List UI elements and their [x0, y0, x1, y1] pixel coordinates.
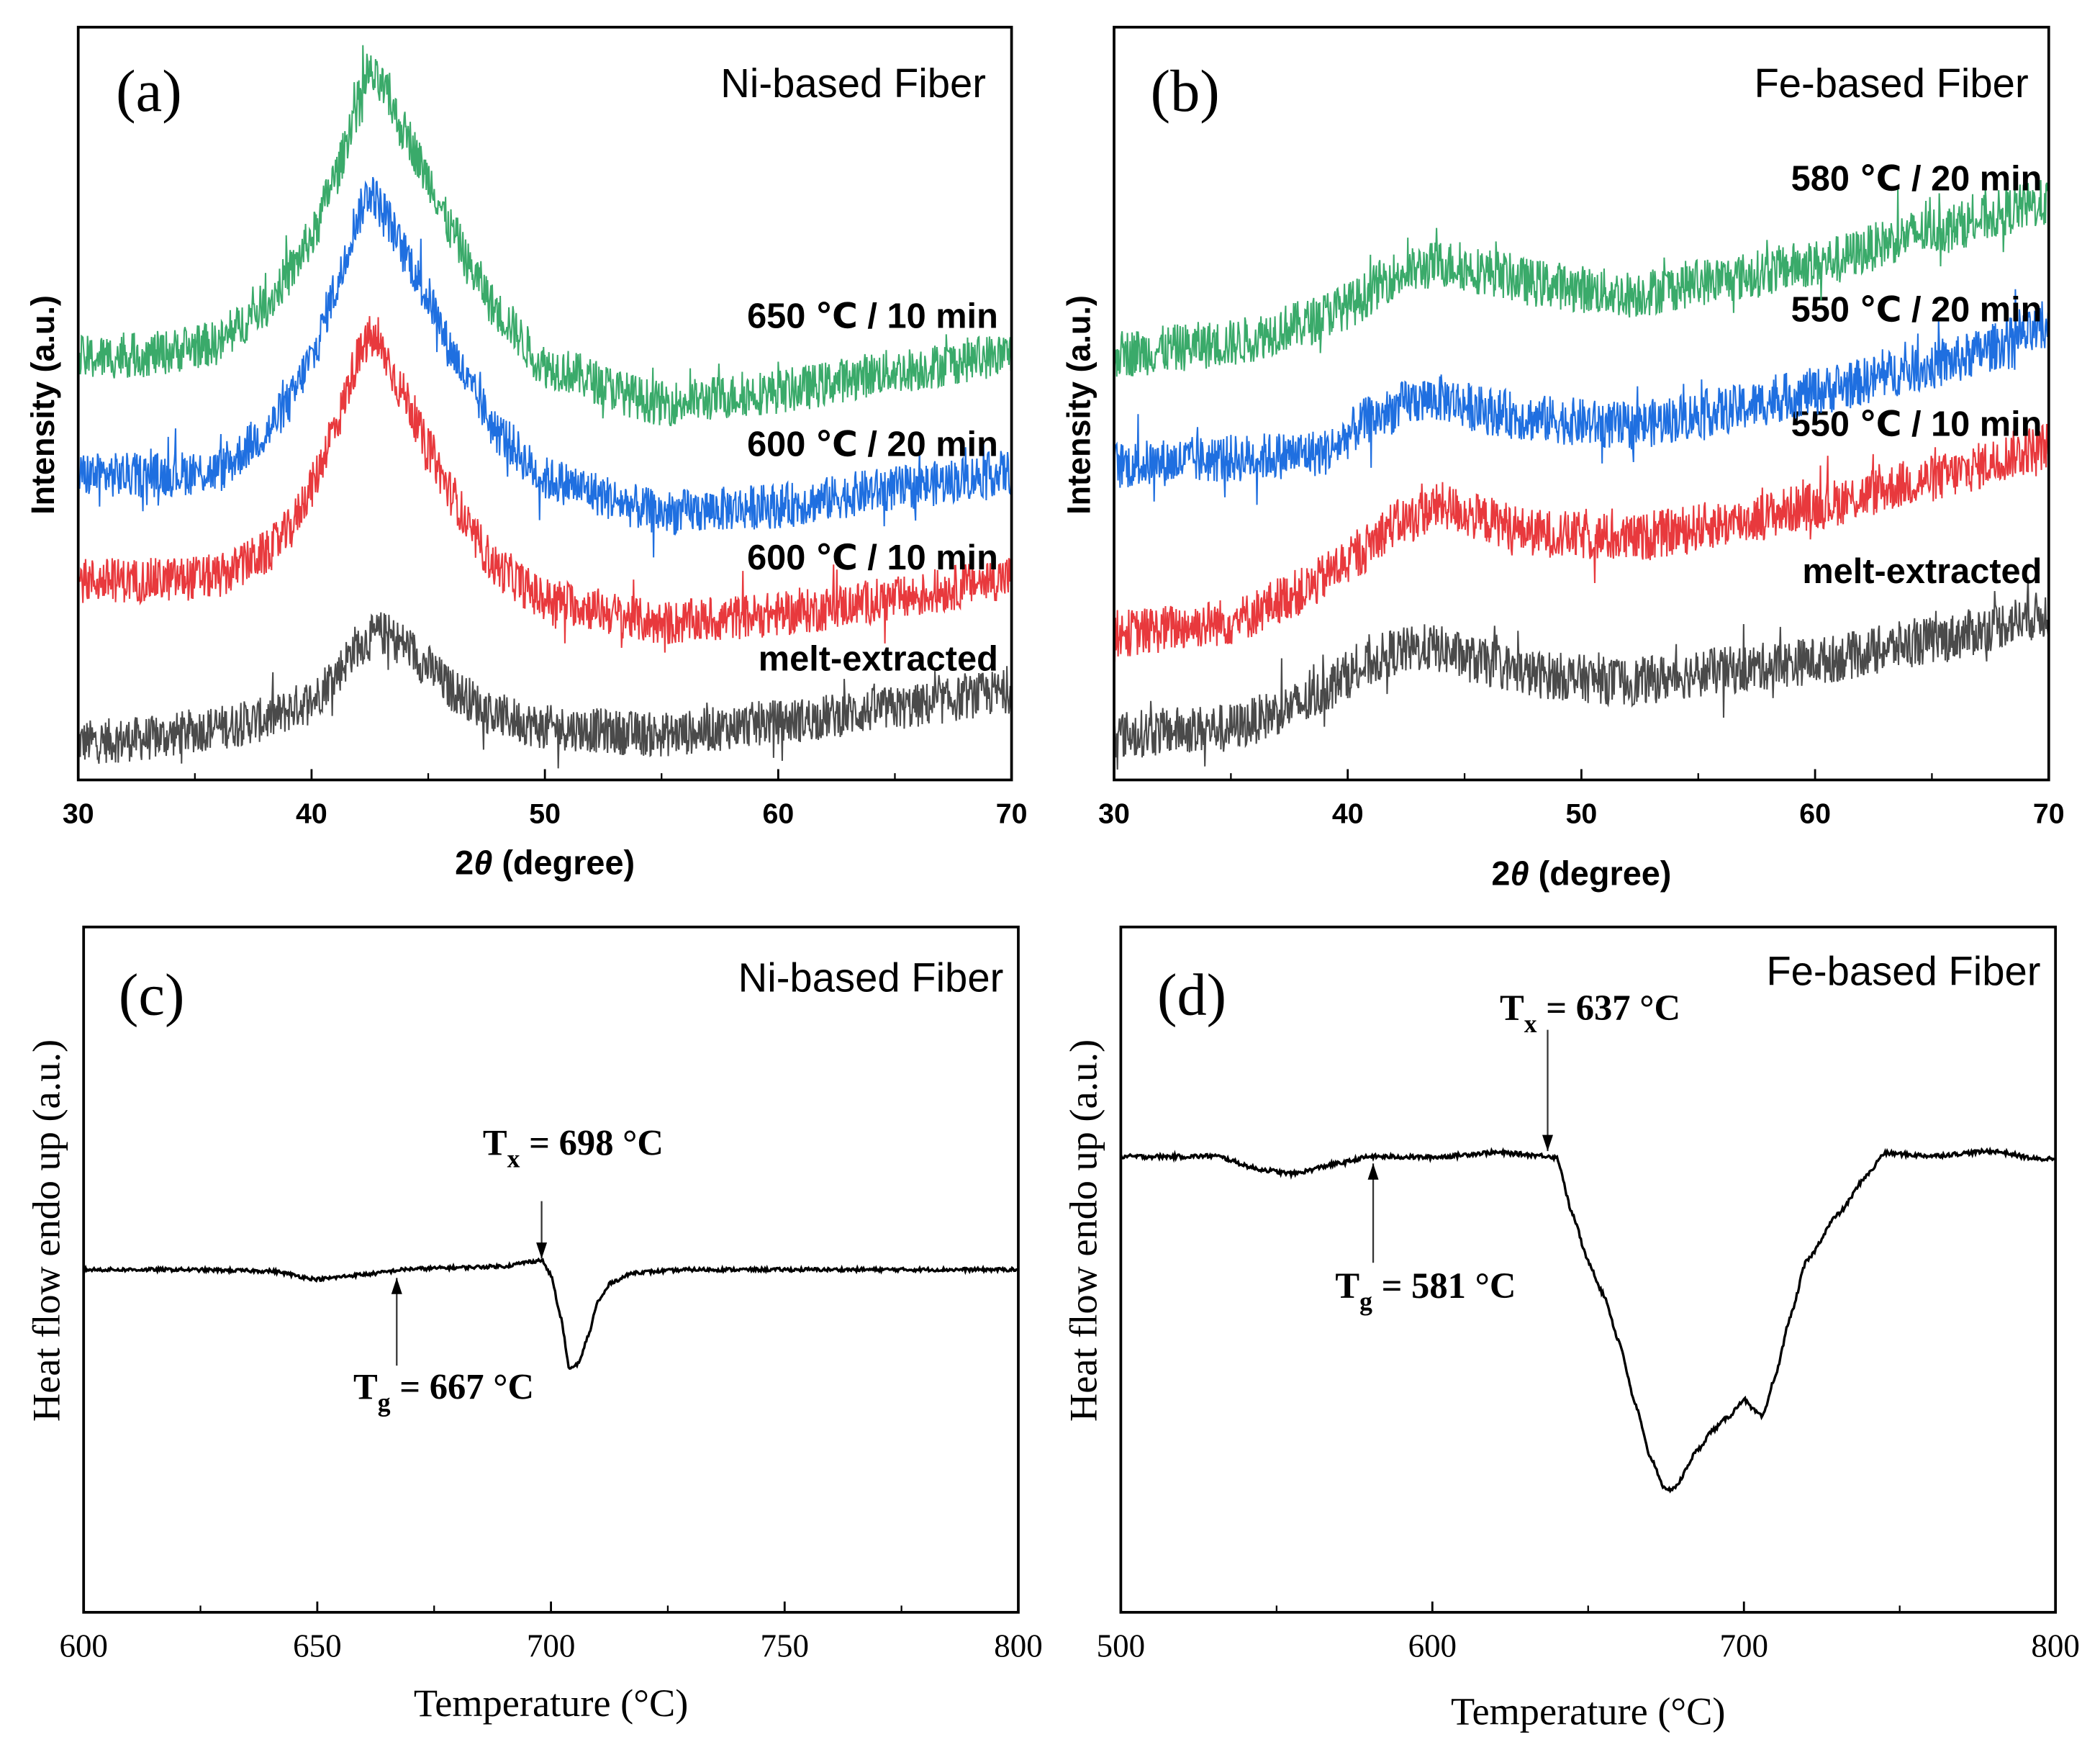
panel-title: Ni-based Fiber: [720, 60, 986, 106]
series-label: 580 ℃ / 20 min: [1791, 160, 2042, 199]
series-line-2: [1113, 289, 2050, 505]
x-tick-label: 500: [1097, 1628, 1145, 1664]
x-tick-label: 70: [2033, 798, 2065, 829]
x-axis-label: 2θ (degree): [1491, 855, 1671, 893]
series-line-2: [77, 176, 1013, 558]
annotation-sub: x: [1524, 1009, 1537, 1038]
y-axis-label: Heat flow endo up (a.u.): [1062, 1039, 1105, 1422]
annotation-label: Tg = 581 °C: [1335, 1265, 1516, 1316]
panel-title: Fe-based Fiber: [1766, 948, 2040, 993]
annotation-label: Tg = 667 °C: [353, 1367, 534, 1417]
x-tick-label: 700: [1720, 1628, 1768, 1664]
annotation-sub: g: [378, 1389, 391, 1417]
series-line-3: [77, 45, 1013, 427]
panel-c: 600 650 700 750 800 (c) Ni-based Fiber Temperat…: [24, 925, 1043, 1725]
annotation-main: T: [1500, 988, 1524, 1028]
x-tick-label: 50: [1566, 798, 1598, 829]
x-tick-label: 800: [2031, 1628, 2079, 1664]
series-label: melt-extracted: [1802, 552, 2042, 591]
x-axis-label-prefix: 2: [1491, 855, 1510, 893]
panel-d: 500 600 700 800 (d) Fe-based Fiber Temperature…: [1062, 925, 2080, 1733]
x-axis-label: Temperature (°C): [1451, 1689, 1725, 1733]
x-axis-label: Temperature (°C): [414, 1682, 688, 1725]
x-axis-label-theta: θ: [1510, 855, 1529, 893]
annotation-sub: g: [1359, 1287, 1372, 1316]
panel-label: (c): [119, 962, 185, 1028]
arrowhead-icon: [391, 1278, 402, 1294]
x-tick-label: 60: [1799, 798, 1831, 829]
x-axis-label: 2θ (degree): [455, 844, 635, 882]
arrowhead-icon: [1367, 1163, 1379, 1180]
series-label: 600 ℃ / 10 min: [747, 538, 998, 577]
series-label: 550 ℃ / 20 min: [1791, 290, 2042, 329]
series-line-0: [82, 1257, 1020, 1370]
x-tick-label: 40: [296, 798, 327, 829]
annotation-sub: x: [507, 1144, 520, 1173]
annotation-rest: = 581 °C: [1372, 1265, 1516, 1306]
x-tick-label: 800: [994, 1628, 1042, 1664]
annotation-main: T: [1335, 1265, 1359, 1306]
panel-a: melt-extracted 600 ℃ / 10 min 600 ℃ / 20 m…: [24, 25, 1028, 882]
panel-title: Ni-based Fiber: [738, 955, 1004, 1001]
x-axis-label-suffix: (degree): [1529, 855, 1672, 893]
x-tick-label: 700: [527, 1628, 575, 1664]
arrowhead-icon: [1542, 1134, 1553, 1152]
panel-label: (b): [1151, 58, 1220, 124]
annotation-label: Tx = 637 °C: [1500, 988, 1680, 1038]
x-tick-label: 30: [1098, 798, 1130, 829]
panel-b: melt-extracted 550 ℃ / 10 min 550 ℃ / 20 m…: [1060, 25, 2065, 893]
x-tick-label: 40: [1332, 798, 1364, 829]
y-axis-label: Intensity (a.u.): [1060, 295, 1097, 515]
series-label: 650 ℃ / 10 min: [747, 297, 998, 336]
x-axis-label-suffix: (degree): [492, 844, 635, 882]
arrowhead-icon: [536, 1242, 548, 1259]
series-line-0: [1113, 577, 2050, 770]
annotation-label: Tx = 698 °C: [483, 1123, 664, 1173]
annotation-rest: = 698 °C: [520, 1123, 663, 1163]
x-tick-label: 600: [59, 1628, 107, 1664]
x-tick-label: 50: [529, 798, 561, 829]
series-line-0: [77, 612, 1013, 769]
annotation-main: T: [353, 1367, 378, 1407]
x-tick-label: 70: [996, 798, 1028, 829]
y-axis-label: Heat flow endo up (a.u.): [24, 1039, 68, 1422]
annotation-rest: = 667 °C: [391, 1367, 534, 1407]
plot-frame: [1119, 925, 2058, 1614]
x-axis-label-prefix: 2: [455, 844, 474, 882]
x-axis-label-theta: θ: [474, 844, 492, 882]
annotation-rest: = 637 °C: [1537, 988, 1680, 1028]
panel-label: (d): [1157, 962, 1226, 1028]
series-line-3: [1113, 180, 2050, 377]
x-tick-label: 30: [63, 798, 94, 829]
panel-title: Fe-based Fiber: [1754, 60, 2028, 106]
x-tick-label: 600: [1408, 1628, 1457, 1664]
plot-frame: [1113, 25, 2050, 782]
series-label: 600 ℃ / 20 min: [747, 425, 998, 464]
y-axis-label: Intensity (a.u.): [24, 295, 61, 515]
x-tick-label: 750: [761, 1628, 809, 1664]
panel-label: (a): [116, 58, 182, 124]
x-tick-label: 60: [762, 798, 794, 829]
series-label: 550 ℃ / 10 min: [1791, 405, 2042, 444]
series-line-1: [1113, 423, 2050, 662]
annotation-main: T: [483, 1123, 507, 1163]
x-tick-label: 650: [293, 1628, 341, 1664]
series-label: melt-extracted: [759, 640, 998, 679]
series-line-0: [1119, 1146, 2056, 1494]
series-line-1: [77, 316, 1013, 653]
